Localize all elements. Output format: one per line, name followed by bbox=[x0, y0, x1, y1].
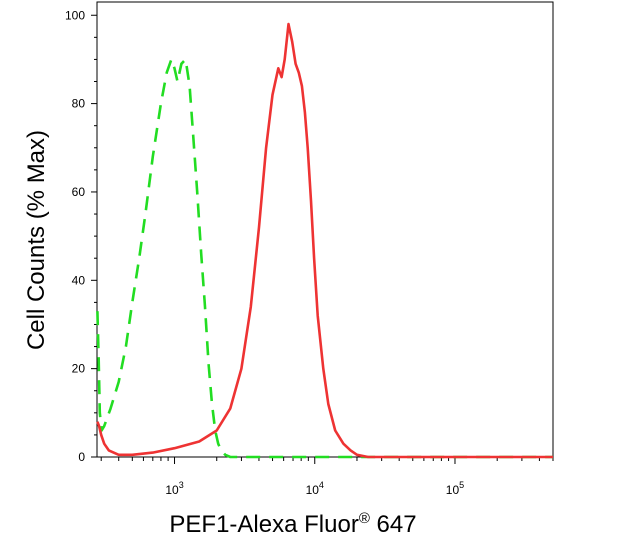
x-tick-label-exponent: 4 bbox=[319, 480, 324, 490]
x-axis: 103 104 105 bbox=[100, 457, 554, 497]
x-tick-label-exponent: 5 bbox=[459, 480, 464, 490]
y-tick-label: 80 bbox=[72, 97, 86, 111]
x-tick-label-exponent: 3 bbox=[179, 480, 184, 490]
x-tick-label: 105 bbox=[446, 480, 464, 497]
x-tick-label-base: 10 bbox=[306, 483, 320, 497]
x-axis-title-registered-mark: ® bbox=[359, 510, 370, 527]
sample-histogram-line bbox=[96, 22, 553, 459]
y-axis-title: Cell Counts (% Max) bbox=[23, 130, 50, 350]
y-tick-label: 0 bbox=[78, 450, 85, 464]
y-tick-label: 100 bbox=[65, 8, 85, 22]
x-tick-label: 103 bbox=[165, 480, 183, 497]
y-tick-label: 40 bbox=[72, 273, 86, 287]
x-axis-title-suffix: 647 bbox=[370, 511, 417, 538]
series-layer bbox=[96, 22, 553, 459]
x-tick-label-base: 10 bbox=[165, 483, 179, 497]
x-axis-title: PEF1-Alexa Fluor® 647 bbox=[169, 510, 416, 538]
y-tick-label: 20 bbox=[72, 362, 86, 376]
control-histogram-line bbox=[96, 58, 553, 459]
y-axis: 0 20 40 60 80 100 bbox=[65, 8, 97, 464]
y-tick-label: 60 bbox=[72, 185, 86, 199]
x-axis-title-main: PEF1-Alexa Fluor bbox=[169, 511, 358, 538]
x-tick-label-base: 10 bbox=[446, 483, 460, 497]
x-tick-label: 104 bbox=[306, 480, 324, 497]
